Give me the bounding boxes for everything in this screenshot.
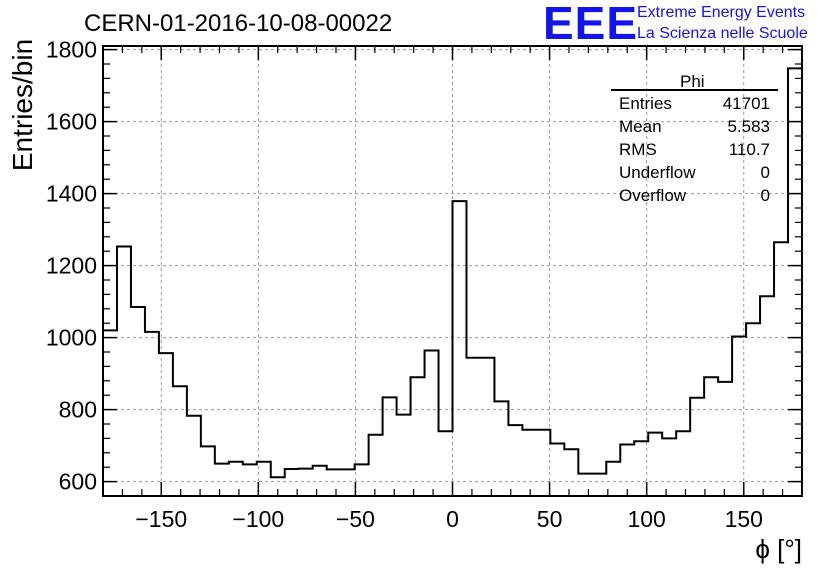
histogram-step-line xyxy=(103,67,802,479)
eee-logo: EEE xyxy=(543,0,639,49)
y-tick-label: 1000 xyxy=(46,325,97,351)
logo-line-1: Extreme Energy Events xyxy=(637,4,806,21)
x-tick-label: −150 xyxy=(135,506,187,532)
page-title: CERN-01-2016-10-08-00022 xyxy=(84,10,393,37)
x-tick-label: −50 xyxy=(336,506,375,532)
stats-value-entries: 41701 xyxy=(722,94,770,113)
axis-tick-labels: −150 −100 −50 0 50 100 150 600 800 1000 1200 1400 16… xyxy=(46,37,763,532)
stats-value-overflow: 0 xyxy=(760,186,770,205)
y-tick-label: 1400 xyxy=(46,181,97,207)
stats-key-mean: Mean xyxy=(619,117,662,136)
y-tick-label: 800 xyxy=(59,397,97,423)
stats-key-underflow: Underflow xyxy=(619,163,696,182)
y-tick-label: 1800 xyxy=(46,37,97,63)
y-tick-label: 600 xyxy=(59,469,97,495)
y-axis-label: Entries/bin xyxy=(7,39,38,171)
y-tick-label: 1200 xyxy=(46,253,97,279)
stats-value-rms: 110.7 xyxy=(728,140,770,159)
x-tick-label: 100 xyxy=(627,506,665,532)
x-tick-label: 50 xyxy=(537,506,563,532)
x-tick-label: 150 xyxy=(725,506,763,532)
stats-key-rms: RMS xyxy=(619,140,657,159)
stats-title: Phi xyxy=(680,72,705,91)
x-axis-label: ϕ [°] xyxy=(755,534,802,564)
x-tick-label: −100 xyxy=(232,506,284,532)
stats-key-entries: Entries xyxy=(619,94,672,113)
x-tick-label: 0 xyxy=(446,506,459,532)
logo-line-2: La Scienza nelle Scuole xyxy=(637,25,808,42)
y-tick-label: 1600 xyxy=(46,109,97,135)
stats-value-underflow: 0 xyxy=(760,163,770,182)
stats-value-mean: 5.583 xyxy=(727,117,770,136)
stats-key-overflow: Overflow xyxy=(619,186,687,205)
plot-frame xyxy=(102,45,803,497)
